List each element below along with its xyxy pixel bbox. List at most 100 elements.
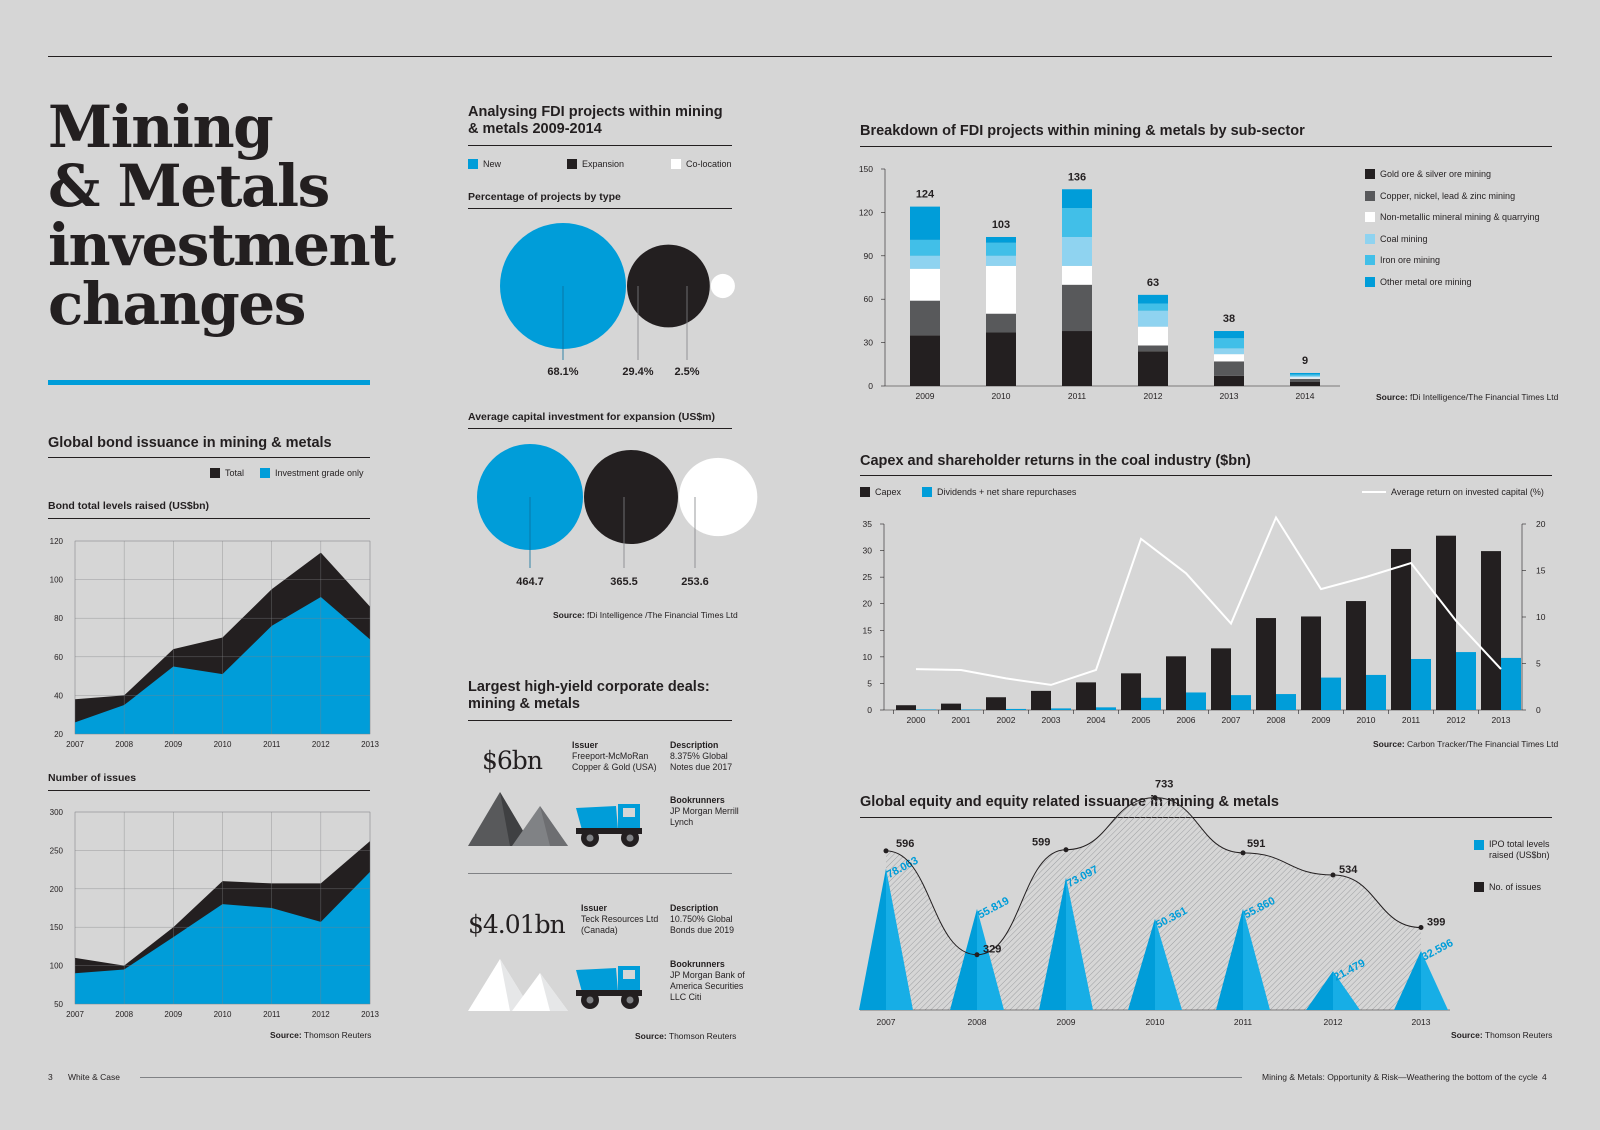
equity-legend-ipo-label: IPO total levels raised (US$bn) xyxy=(1489,839,1550,860)
bar-segment-other-metal-ore-mining xyxy=(1214,331,1244,339)
bar-segment-iron-ore-mining xyxy=(1138,303,1168,311)
bond-title-rule xyxy=(48,457,370,458)
deal-issuer-heading: Issuer xyxy=(572,740,598,750)
breakdown-legend-item: Coal mining xyxy=(1365,233,1428,244)
bar-segment-coal-mining xyxy=(1062,236,1092,266)
y-tick-label: 0 xyxy=(867,705,872,715)
x-tick-label: 2010 xyxy=(1357,715,1376,725)
deal-description-value: 10.750% Global Bonds due 2019 xyxy=(670,914,735,935)
bar-segment-iron-ore-mining xyxy=(1062,208,1092,237)
deal-bookrunners-value: JP Morgan Merrill Lynch xyxy=(670,806,739,827)
bar-segment-copper-nickel-lead-zinc-mining xyxy=(1290,378,1320,382)
bar-segment-coal-mining xyxy=(910,255,940,269)
fdi-legend-new: New xyxy=(468,159,501,169)
footer-left-text: White & Case xyxy=(68,1072,120,1082)
y-tick-label: 60 xyxy=(864,294,874,304)
issues-point xyxy=(974,952,980,958)
fdi-legend-colocation-label: Co-location xyxy=(686,159,732,169)
bar-dividends xyxy=(1501,657,1521,710)
bar-total-label: 103 xyxy=(992,219,1010,231)
bar-segment-iron-ore-mining xyxy=(910,239,940,256)
mountains-light-icon xyxy=(468,959,568,1011)
legend-swatch xyxy=(860,487,870,497)
x-tick-label: 2009 xyxy=(164,1010,182,1019)
fdi-source: Source: fDi Intelligence /The Financial … xyxy=(553,610,738,620)
bar-total-label: 38 xyxy=(1223,313,1235,325)
x-tick-label: 2010 xyxy=(214,1010,232,1019)
bar-capex xyxy=(1076,682,1096,710)
legend-swatch xyxy=(1474,840,1484,850)
capex-legend-roic: Average return on invested capital (%) xyxy=(1362,487,1544,497)
bar-total-label: 9 xyxy=(1302,355,1308,367)
x-tick-label: 2012 xyxy=(312,740,330,749)
deal-amount: $4.01bn xyxy=(468,910,566,939)
legend-swatch xyxy=(567,159,577,169)
legend-swatch xyxy=(1365,255,1375,265)
bubble-expansion xyxy=(627,244,710,328)
ipo-cone-left xyxy=(1039,877,1066,1010)
x-tick-label: 2012 xyxy=(1144,391,1163,401)
deals-divider xyxy=(468,873,732,874)
page-title-line: investment xyxy=(48,211,396,279)
ipo-cone-left xyxy=(859,868,886,1010)
deal-issuer-value: Freeport-McMoRan Copper & Gold (USA) xyxy=(572,751,657,772)
bar-segment-copper-nickel-lead-zinc-mining xyxy=(910,300,940,336)
source-text: fDi Intelligence /The Financial Times Lt… xyxy=(587,610,738,620)
legend-swatch xyxy=(1365,169,1375,179)
equity-legend-issues-label: No. of issues xyxy=(1489,882,1542,892)
bubble-value-label: 29.4% xyxy=(622,366,653,378)
issues-value-label: 599 xyxy=(1032,837,1050,849)
ipo-cone-right xyxy=(977,908,1004,1010)
x-tick-label: 2014 xyxy=(1296,391,1315,401)
source-label: Source: xyxy=(270,1030,302,1040)
bubble-value-label: 253.6 xyxy=(681,576,709,588)
bar-dividends xyxy=(916,709,936,710)
y2-tick-label: 20 xyxy=(1536,519,1546,529)
equity-legend-ipo: IPO total levels raised (US$bn) xyxy=(1474,839,1551,861)
capex-combo-chart: 0 5 10 15 20 25 30 35 0 5 10 15 20 2000 2001 2002 2003 20… xyxy=(863,515,1546,725)
y-tick-label: 300 xyxy=(50,808,64,817)
breakdown-legend-item: Non-metallic mineral mining & quarrying xyxy=(1365,212,1540,222)
top-rule xyxy=(48,56,1552,57)
bar-total-label: 136 xyxy=(1068,171,1086,183)
x-tick-label: 2013 xyxy=(361,1010,379,1019)
x-tick-label: 2002 xyxy=(997,715,1016,725)
bar-segment-copper-nickel-lead-zinc-mining xyxy=(1062,284,1092,332)
y-tick-label: 200 xyxy=(50,885,64,894)
fdi-avg-bubbles: 464.7 365.5 253.6 xyxy=(477,444,758,588)
source-label: Source: xyxy=(635,1031,667,1041)
breakdown-legend-label: Non-metallic mineral mining & quarrying xyxy=(1380,212,1540,222)
bar-segment-copper-nickel-lead-zinc-mining xyxy=(1138,345,1168,352)
y2-tick-label: 0 xyxy=(1536,705,1541,715)
y-tick-label: 20 xyxy=(54,730,63,739)
bar-dividends xyxy=(1006,708,1026,710)
bond-chart2-title: Number of issues xyxy=(48,772,137,784)
deal-bookrunners: Bookrunners JP Morgan Bank of America Sec… xyxy=(670,959,748,1003)
bar-segment-gold-ore-silver-ore-mining xyxy=(1214,375,1244,386)
bar-total-label: 63 xyxy=(1147,277,1159,289)
y-tick-label: 120 xyxy=(50,537,64,546)
bar-capex xyxy=(1391,548,1411,710)
x-tick-label: 2008 xyxy=(1267,715,1286,725)
x-tick-label: 2010 xyxy=(214,740,232,749)
footer-right-page-number: 4 xyxy=(1542,1072,1547,1082)
bubble-co-location xyxy=(679,457,758,537)
page-title-line: & Metals xyxy=(48,152,330,220)
deal-description: Description 8.375% Global Notes due 2017 xyxy=(670,740,740,773)
page-title: Mining & Metals investment changes xyxy=(48,98,396,334)
source-text: Thomson Reuters xyxy=(668,1031,737,1041)
bar-segment-coal-mining xyxy=(986,255,1016,266)
x-tick-label: 2000 xyxy=(907,715,926,725)
ipo-cone-right xyxy=(886,868,913,1010)
capex-legend-capex: Capex xyxy=(860,487,901,497)
y-tick-label: 30 xyxy=(864,338,874,348)
y-tick-label: 150 xyxy=(50,923,64,932)
capex-source: Source: Carbon Tracker/The Financial Tim… xyxy=(1373,739,1558,749)
issues-point xyxy=(1063,847,1069,853)
x-tick-label: 2007 xyxy=(877,1017,896,1027)
y2-tick-label: 5 xyxy=(1536,659,1541,669)
ipo-value-label: 55.819 xyxy=(976,895,1011,921)
deals-source: Source: Thomson Reuters xyxy=(635,1031,736,1041)
dump-truck-icon xyxy=(576,966,642,1009)
fdi-legend-expansion-label: Expansion xyxy=(582,159,625,169)
